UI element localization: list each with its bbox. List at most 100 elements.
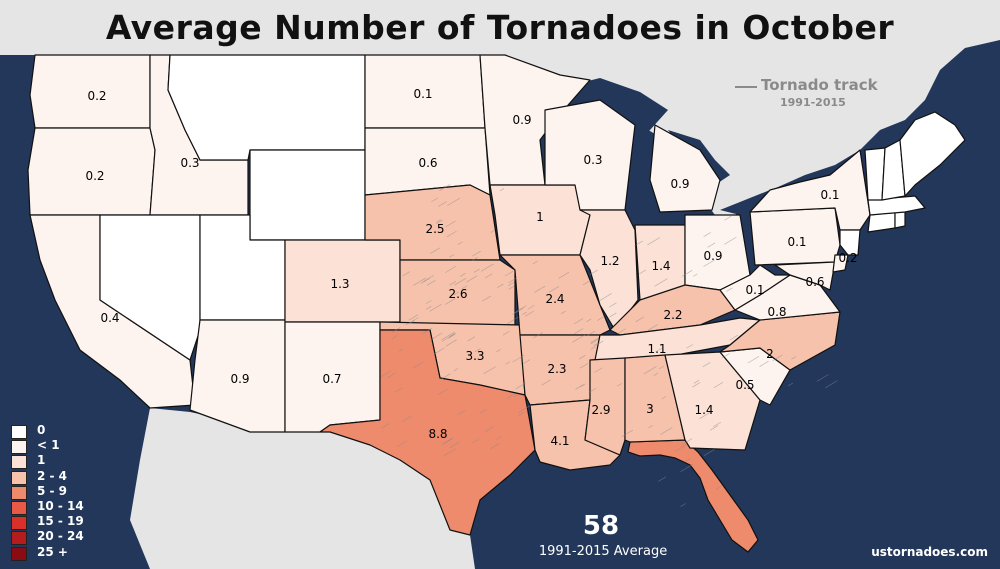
tornado-track (430, 247, 441, 254)
tornado-track (449, 254, 455, 258)
legend-swatch (11, 546, 27, 561)
label-michigan: 0.9 (670, 177, 689, 191)
tornado-track (693, 273, 698, 277)
tornado-track (657, 476, 667, 482)
legend-label: 1 (37, 453, 46, 468)
tornado-track (593, 342, 599, 347)
tornado-track (408, 320, 416, 325)
tornado-track (513, 305, 527, 314)
state-new-jersey (839, 229, 861, 256)
label-maryland: 0.6 (805, 275, 824, 289)
canada-land (0, 0, 1000, 215)
tornado-track (445, 339, 457, 347)
label-wisconsin: 0.3 (583, 153, 602, 167)
tornado-track (595, 340, 604, 346)
tornado-track (747, 356, 760, 364)
tornado-track (588, 387, 597, 394)
tornado-track (534, 285, 546, 293)
legend-label: < 1 (37, 438, 60, 453)
tornado-track (659, 365, 665, 370)
tornado-track (459, 272, 466, 277)
tornado-track (621, 429, 634, 438)
tornado-track (467, 336, 476, 342)
mexico-land (130, 408, 600, 569)
state-delaware (832, 254, 849, 273)
label-iowa: 1 (536, 210, 544, 224)
tornado-track (703, 259, 715, 267)
tornado-track (634, 240, 644, 247)
legend-swatch (11, 485, 27, 500)
tornado-track (391, 335, 398, 340)
tornado-track (446, 230, 457, 238)
tornado-track (660, 427, 673, 435)
tornado-track (681, 270, 693, 277)
total-caption: 1991-2015 Average (538, 544, 668, 559)
tornado-track (381, 423, 390, 429)
tornado-track (426, 280, 436, 286)
tornado-track (574, 328, 584, 335)
tornado-track (423, 275, 435, 282)
tornado-track (445, 298, 456, 305)
tornado-track (395, 387, 404, 393)
tornado-track (484, 273, 493, 279)
tornado-track (527, 304, 535, 310)
tornado-track (483, 366, 496, 375)
tornado-tracks-layer (380, 184, 838, 507)
tornado-track (441, 438, 453, 446)
tornado-track (445, 265, 457, 274)
tornado-track (609, 302, 617, 308)
tornado-track (508, 277, 518, 284)
florida-shape (627, 439, 759, 553)
legend-swatch (11, 455, 27, 470)
tornado-track (441, 373, 451, 380)
tornado-track (396, 440, 407, 448)
tornado-track (471, 256, 479, 262)
tornado-track (499, 188, 505, 192)
legend-swatch (11, 531, 27, 546)
tornado-track (480, 408, 487, 414)
legend-label: 20 - 24 (37, 529, 84, 544)
tornado-track (515, 382, 526, 390)
tornado-track (772, 354, 783, 362)
label-oklahoma: 3.3 (465, 349, 484, 363)
tornado-track (680, 464, 693, 472)
tornado-track (522, 311, 527, 315)
label-west-virginia: 0.1 (745, 283, 764, 297)
tornado-track (387, 372, 396, 379)
tornado-track (707, 242, 716, 248)
legend-label: 5 - 9 (37, 483, 68, 498)
tornado-track (461, 285, 468, 290)
tornado-track (436, 219, 443, 225)
tornado-track (430, 332, 443, 341)
label-south-dakota: 0.6 (418, 156, 437, 170)
tornado-track (724, 236, 737, 245)
label-texas: 8.8 (428, 427, 447, 441)
label-idaho: 0.3 (180, 156, 199, 170)
legend-label: 10 - 14 (37, 498, 84, 513)
label-tennessee: 1.1 (647, 342, 666, 356)
tornado-track (508, 286, 514, 290)
track-legend-label: Tornado track (761, 76, 878, 94)
tornado-track (680, 438, 693, 446)
tornado-track (422, 327, 433, 335)
tornado-track (401, 415, 413, 423)
label-louisiana: 4.1 (550, 434, 569, 448)
tornado-track (425, 306, 432, 310)
tornado-track (684, 458, 691, 463)
label-washington: 0.2 (87, 89, 106, 103)
tornado-track (609, 312, 617, 318)
tornado-track (655, 347, 663, 353)
legend-swatch (11, 470, 27, 485)
gulf-water (478, 455, 740, 569)
legend-swatch (11, 425, 27, 439)
tornado-track (653, 372, 659, 376)
tornado-track (425, 300, 432, 305)
state-michigan (649, 124, 721, 213)
label-south-carolina: 0.5 (735, 378, 754, 392)
tornado-track (643, 366, 657, 375)
label-california: 0.4 (100, 311, 119, 325)
tornado-track (504, 270, 514, 277)
tornado-track (380, 370, 391, 378)
label-kansas: 2.6 (448, 287, 467, 301)
tornado-track (533, 332, 543, 339)
